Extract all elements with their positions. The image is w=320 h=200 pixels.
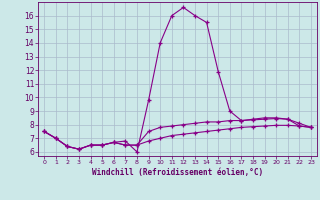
X-axis label: Windchill (Refroidissement éolien,°C): Windchill (Refroidissement éolien,°C) <box>92 168 263 177</box>
